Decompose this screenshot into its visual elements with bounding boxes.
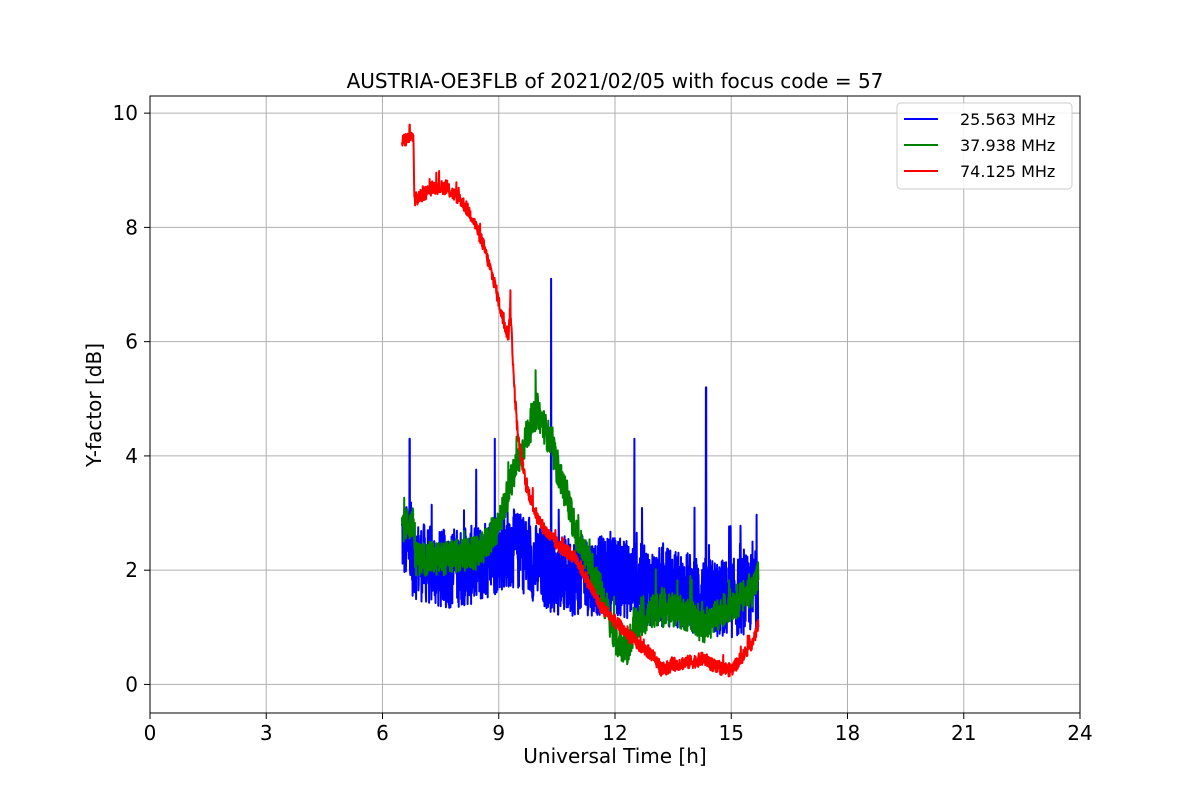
x-tick-label: 15 [719,721,744,745]
y-tick-label: 10 [113,101,138,125]
x-tick-label: 18 [835,721,860,745]
series-line-74mhz [400,123,760,678]
legend: 25.563 MHz 37.938 MHz 74.125 MHz [896,102,1073,190]
legend-label-25mhz: 25.563 MHz [960,110,1055,129]
x-axis-label: Universal Time [h] [523,744,706,768]
series-layer [400,123,760,678]
y-tick-label: 0 [125,672,138,696]
series-line-25mhz [400,277,760,639]
x-tick-label: 9 [492,721,505,745]
y-tick-label: 8 [125,215,138,239]
legend-label-37mhz: 37.938 MHz [960,136,1055,155]
chart-title: AUSTRIA-OE3FLB of 2021/02/05 with focus … [347,69,884,93]
y-tick-label: 6 [125,330,138,354]
x-tick-label: 21 [951,721,976,745]
series-line-37mhz [400,369,760,666]
y-axis-label: Y-factor [dB] [82,343,106,468]
x-tick-label: 12 [602,721,627,745]
y-tick-label: 2 [125,558,138,582]
y-tick-label: 4 [125,444,138,468]
legend-label-74mhz: 74.125 MHz [960,162,1055,181]
x-tick-label: 3 [260,721,273,745]
x-tick-label: 6 [376,721,389,745]
legend-box [896,102,1073,190]
x-tick-label: 0 [144,721,157,745]
x-tick-label: 24 [1067,721,1092,745]
